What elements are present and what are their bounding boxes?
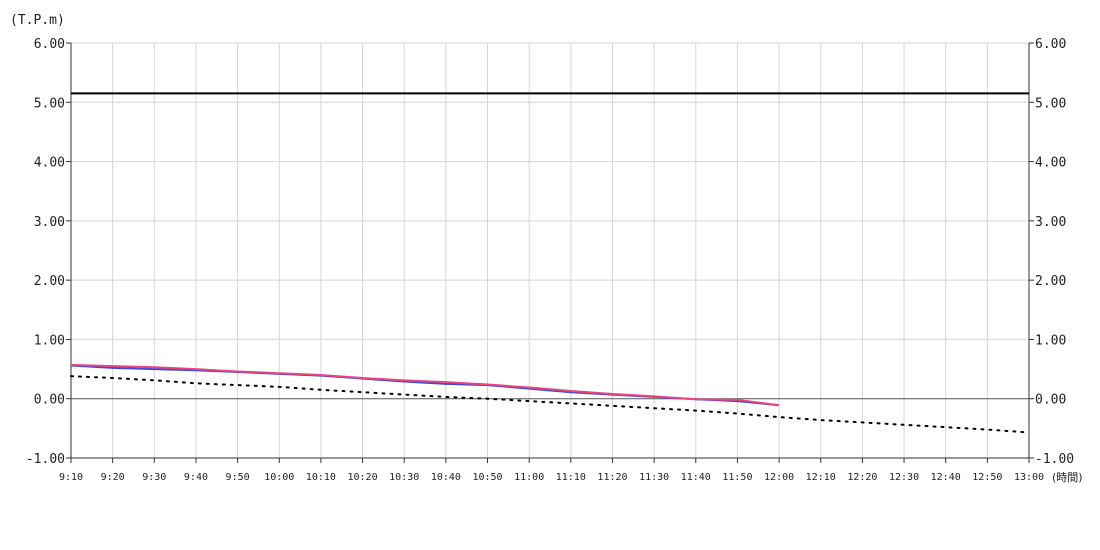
x-tick-label: 9:40 [184, 472, 208, 483]
y-tick-label-right: 0.00 [1035, 393, 1066, 408]
series-line-1 [70, 375, 1030, 434]
x-unit-label: (時間) [1052, 471, 1083, 484]
x-tick-label: 11:00 [514, 472, 544, 483]
x-tick-label: 10:40 [431, 472, 461, 483]
x-tick-label: 12:10 [806, 472, 836, 483]
y-tick-label-left: 6.00 [34, 37, 65, 52]
x-tick-label: 10:00 [264, 472, 294, 483]
axes [66, 42, 1034, 463]
x-tick-label: 10:50 [472, 472, 502, 483]
y-tick-label-left: 1.00 [34, 333, 65, 348]
series-line-2 [70, 364, 780, 407]
y-tick-label-right: 3.00 [1035, 215, 1066, 230]
y-tick-label-left: 0.00 [34, 393, 65, 408]
y-tick-label-left: -1.00 [26, 452, 65, 467]
y-tick-label-left: 3.00 [34, 215, 65, 230]
series-group [70, 92, 1030, 434]
x-tick-label: 12:00 [764, 472, 794, 483]
y-tick-label-right: 6.00 [1035, 37, 1066, 52]
y-tick-label-right: 4.00 [1035, 156, 1066, 171]
x-tick-label: 13:00 [1014, 472, 1044, 483]
y-tick-label-right: 1.00 [1035, 333, 1066, 348]
x-tick-label: 9:30 [142, 472, 166, 483]
y-tick-label-left: 4.00 [34, 156, 65, 171]
x-tick-label: 11:30 [639, 472, 669, 483]
series-line-3 [70, 363, 780, 407]
x-tick-label: 11:40 [681, 472, 711, 483]
tick-labels: 6.00 6.00 5.00 5.00 4.00 4.00 3.00 3.00 2.00 2.00… [26, 37, 1074, 483]
x-tick-label: 12:50 [972, 472, 1002, 483]
x-tick-label: 9:50 [226, 472, 250, 483]
x-tick-label: 11:20 [597, 472, 627, 483]
y-tick-label-right: -1.00 [1035, 452, 1074, 467]
x-tick-label: 12:20 [847, 472, 877, 483]
x-tick-label: 12:40 [931, 472, 961, 483]
x-tick-label: 11:50 [722, 472, 752, 483]
grid [70, 42, 1030, 459]
y-tick-label-right: 2.00 [1035, 274, 1066, 289]
x-tick-label: 10:30 [389, 472, 419, 483]
x-tick-label: 10:20 [348, 472, 378, 483]
y-tick-label-right: 5.00 [1035, 96, 1066, 111]
y-unit-label: (T.P.m) [10, 13, 65, 28]
x-tick-label: 12:30 [889, 472, 919, 483]
y-tick-label-left: 2.00 [34, 274, 65, 289]
x-tick-label: 9:20 [101, 472, 125, 483]
x-tick-label: 10:10 [306, 472, 336, 483]
x-tick-label: 9:10 [59, 472, 83, 483]
y-tick-label-left: 5.00 [34, 96, 65, 111]
x-tick-label: 11:10 [556, 472, 586, 483]
